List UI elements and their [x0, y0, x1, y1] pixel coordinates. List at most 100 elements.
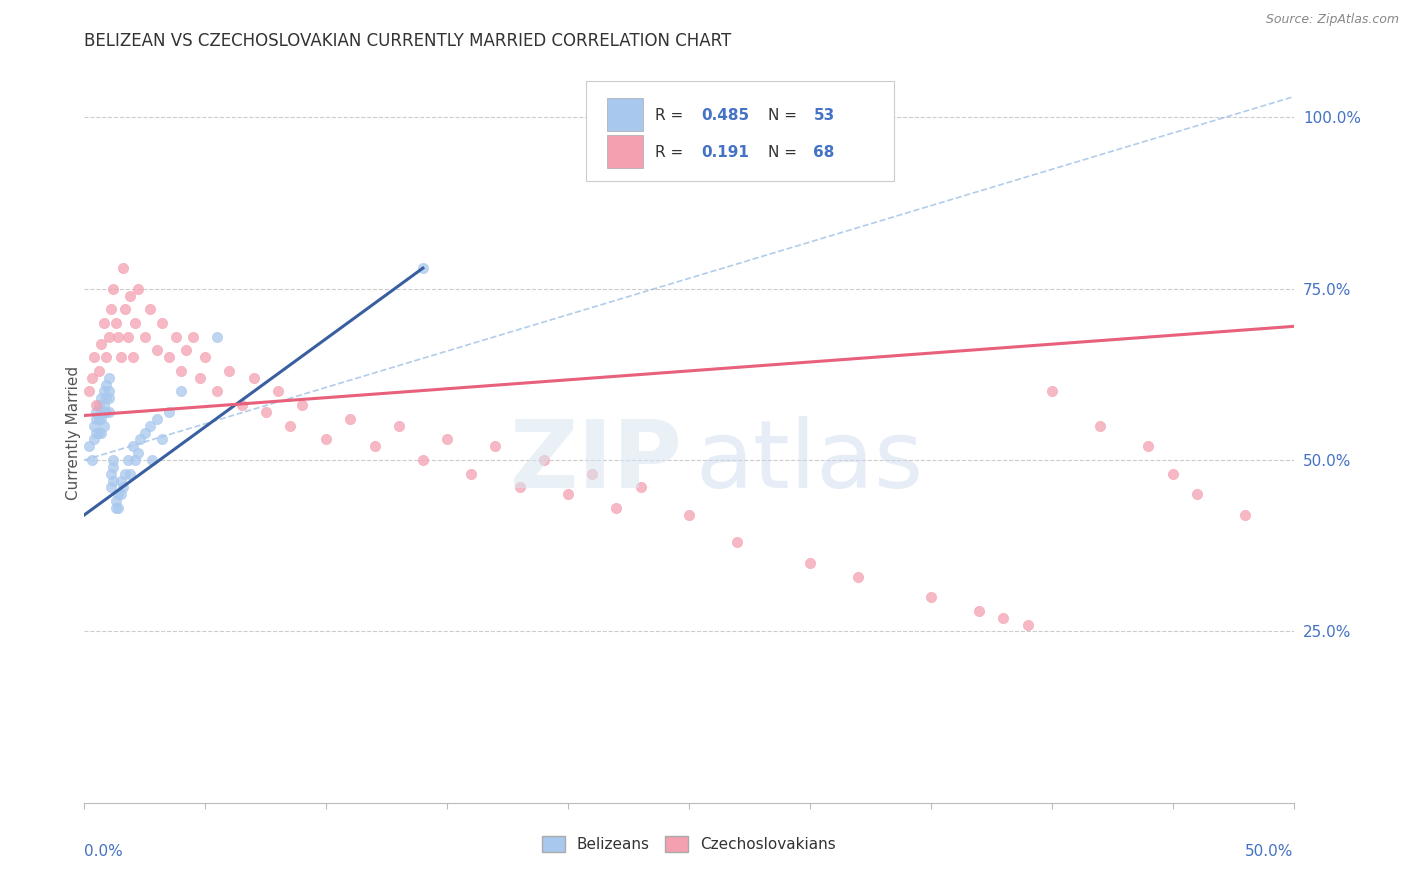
Point: [110, 487, 132, 501]
Point: [134, 329, 156, 343]
Text: R =: R =: [655, 108, 688, 122]
Point: [242, 371, 264, 385]
Point: [267, 384, 290, 399]
Point: [86, 405, 108, 419]
Point: [1040, 384, 1063, 399]
Point: [90, 412, 112, 426]
Point: [94, 350, 117, 364]
Point: [120, 467, 142, 481]
Point: [127, 282, 149, 296]
Point: [107, 501, 129, 516]
Point: [165, 329, 187, 343]
Point: [138, 418, 160, 433]
Point: [141, 453, 163, 467]
Point: [94, 392, 117, 406]
Point: [150, 316, 173, 330]
Point: [93, 384, 115, 399]
Point: [436, 433, 458, 447]
Point: [93, 316, 115, 330]
Point: [86, 425, 108, 440]
Point: [100, 467, 122, 481]
Point: [124, 316, 146, 330]
Point: [138, 302, 160, 317]
Point: [278, 418, 301, 433]
Point: [412, 453, 434, 467]
Point: [77, 439, 100, 453]
Text: 0.191: 0.191: [702, 145, 749, 160]
Point: [117, 453, 139, 467]
Point: [254, 405, 277, 419]
Point: [920, 590, 942, 604]
Text: atlas: atlas: [695, 417, 924, 508]
Point: [231, 398, 253, 412]
Point: [93, 398, 115, 412]
Point: [97, 384, 120, 399]
Point: [90, 425, 112, 440]
Point: [967, 604, 990, 618]
Point: [170, 384, 193, 399]
Point: [388, 418, 411, 433]
Point: [509, 480, 531, 494]
Point: [121, 439, 143, 453]
Text: N =: N =: [768, 145, 801, 160]
Point: [121, 350, 143, 364]
Point: [114, 302, 136, 317]
Point: [97, 405, 120, 419]
Point: [110, 350, 132, 364]
Point: [291, 398, 314, 412]
Bar: [607, 135, 643, 169]
Point: [1137, 439, 1160, 453]
Point: [134, 425, 156, 440]
Point: [557, 487, 579, 501]
Point: [207, 384, 229, 399]
Point: [90, 405, 112, 419]
Bar: [607, 98, 643, 131]
Text: 53: 53: [814, 108, 835, 122]
Point: [97, 371, 120, 385]
Point: [117, 329, 139, 343]
Point: [87, 412, 110, 426]
Point: [207, 329, 229, 343]
Point: [533, 453, 555, 467]
Point: [157, 405, 180, 419]
Point: [190, 371, 212, 385]
Point: [94, 377, 117, 392]
Point: [90, 392, 112, 406]
Point: [174, 343, 197, 358]
Point: [93, 405, 115, 419]
Point: [605, 501, 627, 516]
Point: [87, 364, 110, 378]
Point: [1185, 487, 1208, 501]
Point: [83, 350, 105, 364]
Point: [110, 474, 132, 488]
Point: [97, 329, 120, 343]
Point: [725, 535, 748, 549]
Y-axis label: Currently Married: Currently Married: [66, 366, 80, 500]
Point: [484, 439, 506, 453]
Point: [80, 371, 103, 385]
Point: [1161, 467, 1184, 481]
Point: [146, 343, 169, 358]
Text: 50.0%: 50.0%: [1246, 844, 1294, 858]
Text: Source: ZipAtlas.com: Source: ZipAtlas.com: [1265, 13, 1399, 27]
Point: [460, 467, 482, 481]
Point: [104, 316, 127, 330]
Point: [678, 508, 700, 522]
Point: [83, 433, 105, 447]
Point: [339, 412, 361, 426]
Point: [90, 336, 112, 351]
Point: [146, 412, 169, 426]
Text: R =: R =: [655, 145, 693, 160]
Point: [127, 446, 149, 460]
Text: 0.485: 0.485: [702, 108, 749, 122]
Text: ZIP: ZIP: [510, 417, 683, 508]
Point: [630, 480, 652, 494]
Text: 0.0%: 0.0%: [84, 844, 124, 858]
Text: BELIZEAN VS CZECHOSLOVAKIAN CURRENTLY MARRIED CORRELATION CHART: BELIZEAN VS CZECHOSLOVAKIAN CURRENTLY MA…: [84, 32, 731, 50]
Text: N =: N =: [768, 108, 801, 122]
Point: [170, 364, 193, 378]
Point: [124, 453, 146, 467]
Point: [100, 480, 122, 494]
Point: [157, 350, 180, 364]
Point: [112, 480, 135, 494]
